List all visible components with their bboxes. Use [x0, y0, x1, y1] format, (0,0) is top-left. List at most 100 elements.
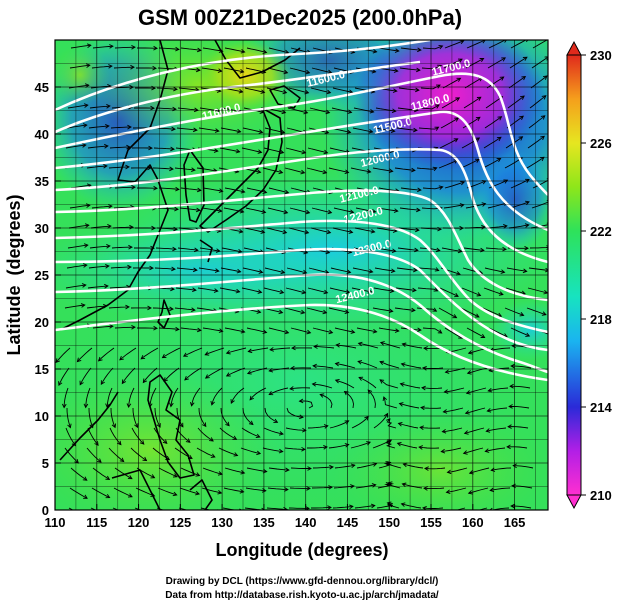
streamline-arrowhead: [540, 135, 545, 141]
streamline: [307, 446, 328, 449]
streamline: [262, 447, 283, 453]
streamline-arrowhead: [424, 466, 429, 471]
streamline: [119, 347, 137, 361]
streamline: [313, 365, 334, 369]
streamline: [488, 387, 509, 392]
streamline: [113, 487, 133, 498]
streamline-arrowhead: [444, 369, 450, 374]
streamline-arrowhead: [463, 430, 469, 435]
streamline: [149, 387, 157, 407]
streamline: [466, 40, 486, 49]
streamline-arrowhead: [185, 438, 191, 443]
streamline: [485, 247, 507, 250]
streamline: [89, 105, 110, 109]
streamline: [177, 247, 198, 251]
streamline-arrowhead: [142, 456, 148, 462]
streamline-arrowhead: [191, 307, 196, 313]
streamline-arrowhead: [371, 68, 377, 74]
streamline-arrowhead: [364, 415, 369, 421]
streamline-arrowhead: [398, 402, 404, 407]
contour-line-11800: [55, 110, 548, 232]
streamline-arrowhead: [175, 326, 180, 332]
streamline: [220, 127, 241, 133]
streamline: [91, 65, 112, 69]
streamline-arrowhead: [184, 375, 189, 381]
streamline: [109, 286, 131, 289]
streamline: [131, 427, 145, 445]
streamline: [91, 487, 110, 499]
streamline: [527, 135, 545, 149]
streamline: [374, 127, 395, 132]
streamline: [224, 327, 245, 333]
streamline: [202, 467, 223, 475]
streamline-arrowhead: [100, 380, 105, 386]
streamline-arrowhead: [285, 467, 290, 473]
streamline-arrowhead: [61, 403, 67, 409]
streamline: [367, 389, 376, 409]
streamline: [223, 487, 244, 493]
streamline-arrowhead: [394, 328, 400, 333]
streamline-arrowhead: [83, 103, 89, 108]
streamline: [289, 67, 310, 74]
streamline: [70, 184, 91, 189]
streamline: [106, 387, 113, 408]
streamline-arrowhead: [457, 58, 463, 63]
streamline-arrowhead: [392, 88, 398, 93]
streamline: [288, 87, 309, 94]
streamline: [422, 45, 443, 50]
streamline-arrowhead: [499, 76, 505, 81]
streamline: [398, 87, 419, 91]
streamline-arrowhead: [258, 269, 264, 274]
streamline: [158, 467, 178, 478]
streamline-arrowhead: [173, 86, 178, 92]
streamline: [242, 127, 263, 133]
streamline: [224, 47, 245, 53]
streamline: [264, 267, 285, 274]
x-axis-title: Longitude (degrees): [215, 540, 388, 560]
streamline-arrowhead: [225, 372, 231, 377]
contour-line-12300: [55, 273, 548, 374]
streamline-arrowhead: [175, 46, 180, 52]
streamline-arrowhead: [247, 348, 253, 354]
streamline-arrowhead: [240, 328, 246, 334]
streamline: [87, 145, 108, 149]
streamline: [153, 147, 175, 150]
streamline-arrowhead: [312, 363, 317, 369]
streamline-arrowhead: [520, 95, 525, 100]
streamline: [230, 387, 245, 404]
streamline-arrowhead: [543, 75, 548, 80]
streamline: [526, 307, 547, 316]
streamline: [309, 107, 330, 114]
x-tick-label: 155: [420, 515, 442, 530]
streamline-arrowhead: [300, 169, 306, 175]
streamline: [109, 146, 131, 149]
x-tick-label: 145: [337, 515, 359, 530]
streamline-arrowhead: [467, 350, 473, 355]
streamline-arrowhead: [169, 306, 174, 312]
streamline-arrowhead: [225, 421, 230, 427]
streamline-arrowhead: [79, 380, 84, 386]
streamline: [90, 225, 111, 229]
streamline: [262, 167, 283, 174]
streamline-arrowhead: [358, 376, 364, 381]
colorbar-tick-label: 222: [590, 224, 612, 239]
streamline: [468, 487, 489, 494]
streamline-arrowhead: [397, 422, 403, 427]
streamline: [350, 441, 371, 449]
streamline: [108, 166, 130, 169]
streamline-arrowhead: [526, 40, 529, 43]
streamline: [198, 127, 219, 132]
streamline: [482, 158, 501, 169]
streamline-arrowhead: [150, 512, 154, 516]
streamline-arrowhead: [192, 287, 197, 293]
streamline: [266, 87, 287, 94]
streamline: [183, 347, 203, 357]
streamline: [288, 227, 309, 234]
colorbar-min-arrow: [566, 494, 582, 510]
streamline-arrowhead: [418, 445, 423, 450]
streamline-arrowhead: [322, 309, 328, 315]
y-tick-label: 10: [35, 409, 49, 424]
streamline-arrowhead: [105, 494, 111, 499]
streamline: [399, 403, 420, 409]
